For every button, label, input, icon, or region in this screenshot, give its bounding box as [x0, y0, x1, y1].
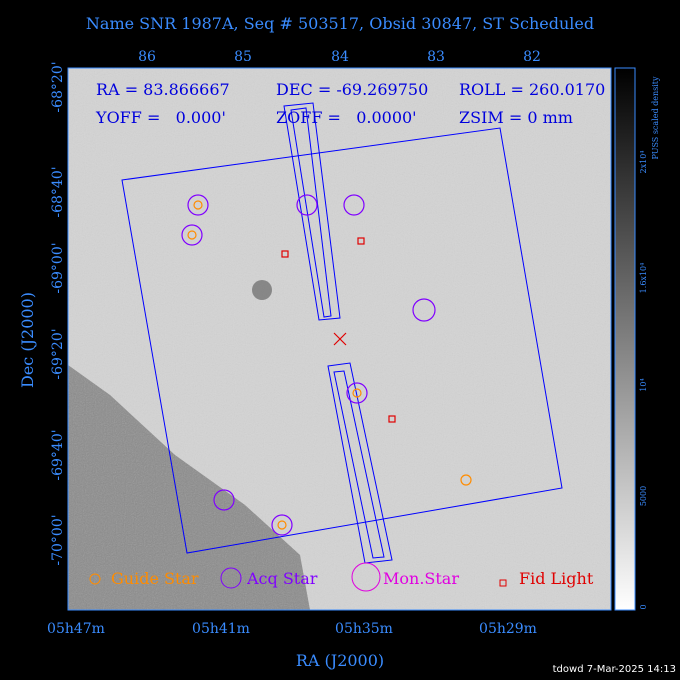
header-zoff: ZOFF = 0.0000' [276, 108, 417, 127]
bottom-tick-label: 05h41m [192, 621, 250, 637]
legend-label: Acq Star [246, 569, 318, 588]
colorbar [614, 67, 636, 611]
left-tick-label: -70°00' [50, 514, 66, 565]
legend-label: Guide Star [111, 569, 199, 588]
left-tick-label: -68°40' [50, 166, 66, 217]
header-roll: ROLL = 260.0170 [459, 80, 605, 99]
plot-frame [67, 67, 612, 611]
top-tick-label: 82 [523, 49, 541, 65]
stars [181, 194, 472, 536]
title: Name SNR 1987A, Seq # 503517, Obsid 3084… [86, 14, 594, 33]
header-dec: DEC = -69.269750 [276, 80, 428, 99]
top-tick-label: 83 [427, 49, 445, 65]
bottom-tick-label: 05h47m [47, 621, 105, 637]
legend-label: Fid Light [519, 569, 594, 588]
bottom-tick-label: 05h35m [335, 621, 393, 637]
top-tick-label: 85 [234, 49, 252, 65]
top-tick-label: 86 [138, 49, 156, 65]
left-tick-label: -69°00' [50, 242, 66, 293]
left-tick-label: -69°40' [50, 429, 66, 480]
footer: tdowd 7-Mar-2025 14:13 [553, 664, 676, 675]
top-tick-label: 84 [331, 49, 349, 65]
legend-label: Mon.Star [383, 569, 459, 588]
left-tick-label: -69°20' [50, 328, 66, 379]
colorbar-tick-label: 0 [639, 604, 648, 609]
bottom-tick-label: 05h29m [479, 621, 537, 637]
colorbar-title: PUSS scaled density [651, 76, 660, 160]
left-tick-label: -68°20' [50, 61, 66, 112]
legend: Guide Star Acq Star Mon.Star Fid Light [89, 562, 594, 592]
header-yoff: YOFF = 0.000' [95, 108, 226, 127]
y-axis-label: Dec (J2000) [18, 292, 37, 388]
colorbar-tick-label: 10⁴ [639, 378, 648, 391]
x-axis-label: RA (J2000) [296, 651, 384, 670]
colorbar-tick-label: 2x10⁴ [639, 151, 648, 174]
fov-outline [121, 102, 563, 564]
header-zsim: ZSIM = 0 mm [459, 108, 573, 127]
colorbar-tick-label: 1.6x10⁴ [639, 263, 648, 294]
header-ra: RA = 83.866667 [96, 80, 230, 99]
colorbar-tick-label: 5000 [639, 486, 648, 506]
